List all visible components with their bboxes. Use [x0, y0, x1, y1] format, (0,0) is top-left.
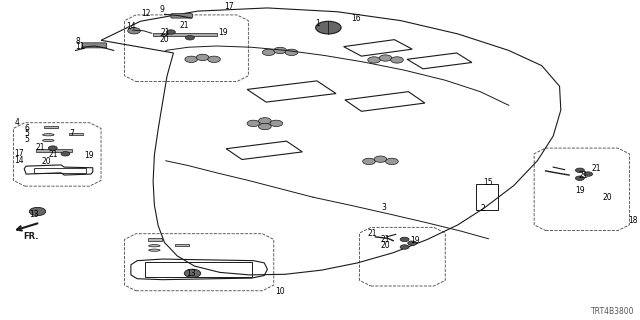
- Circle shape: [368, 57, 380, 63]
- Ellipse shape: [43, 134, 54, 136]
- Text: 19: 19: [84, 151, 94, 160]
- Text: 19: 19: [410, 236, 420, 245]
- Text: 5: 5: [25, 135, 29, 144]
- Circle shape: [259, 123, 271, 130]
- Circle shape: [186, 36, 195, 40]
- Circle shape: [385, 158, 398, 164]
- Text: 20: 20: [603, 193, 612, 202]
- Text: 21: 21: [368, 228, 377, 237]
- Text: 15: 15: [483, 178, 493, 187]
- Circle shape: [316, 21, 341, 34]
- Circle shape: [166, 30, 175, 34]
- Circle shape: [29, 207, 46, 216]
- Text: 14: 14: [127, 22, 136, 31]
- Text: 12: 12: [141, 9, 151, 18]
- Circle shape: [61, 152, 70, 156]
- Text: 17: 17: [15, 149, 24, 158]
- Text: 21: 21: [380, 235, 390, 244]
- Circle shape: [400, 245, 409, 249]
- Ellipse shape: [148, 244, 160, 247]
- Text: 17: 17: [224, 2, 234, 11]
- Text: TRT4B3800: TRT4B3800: [591, 307, 634, 316]
- Circle shape: [247, 120, 260, 126]
- FancyBboxPatch shape: [171, 14, 193, 18]
- Circle shape: [196, 54, 209, 60]
- Circle shape: [128, 28, 140, 34]
- Text: 19: 19: [218, 28, 227, 37]
- Bar: [476, 184, 498, 210]
- Bar: [145, 261, 252, 277]
- Circle shape: [379, 55, 392, 61]
- Bar: [34, 168, 86, 173]
- Text: 20: 20: [159, 35, 169, 44]
- Circle shape: [262, 49, 275, 55]
- Text: 21: 21: [36, 143, 45, 152]
- FancyBboxPatch shape: [82, 43, 107, 48]
- Bar: [44, 126, 58, 128]
- Text: 20: 20: [380, 241, 390, 250]
- Text: FR.: FR.: [24, 232, 39, 241]
- Circle shape: [408, 241, 417, 245]
- Text: 10: 10: [275, 287, 285, 296]
- Circle shape: [49, 146, 57, 150]
- Circle shape: [584, 172, 593, 176]
- Text: 16: 16: [351, 14, 361, 23]
- Text: 4: 4: [15, 117, 20, 127]
- Circle shape: [575, 176, 584, 180]
- Circle shape: [400, 237, 409, 242]
- Text: 13: 13: [29, 210, 39, 219]
- Text: 21: 21: [49, 150, 58, 159]
- Text: 21: 21: [161, 28, 170, 37]
- Circle shape: [374, 156, 387, 162]
- Text: 6: 6: [25, 124, 29, 133]
- Circle shape: [390, 57, 403, 63]
- Text: 9: 9: [159, 5, 164, 14]
- Text: 1: 1: [315, 19, 320, 28]
- Text: 19: 19: [575, 186, 585, 196]
- Text: 8: 8: [76, 37, 81, 46]
- Text: 21: 21: [591, 164, 601, 173]
- Circle shape: [185, 56, 198, 62]
- Ellipse shape: [148, 249, 160, 251]
- Circle shape: [184, 269, 201, 277]
- Text: 13: 13: [186, 269, 196, 278]
- Text: 3: 3: [381, 203, 387, 212]
- Bar: [153, 33, 216, 36]
- Text: 5: 5: [25, 129, 29, 138]
- Text: 18: 18: [628, 216, 637, 225]
- Circle shape: [363, 158, 376, 164]
- Circle shape: [274, 47, 287, 54]
- Circle shape: [285, 49, 298, 55]
- Bar: [36, 149, 72, 152]
- Ellipse shape: [43, 140, 54, 141]
- Bar: [175, 244, 189, 246]
- Text: 7: 7: [69, 129, 74, 138]
- Bar: [69, 132, 83, 135]
- Text: 14: 14: [15, 156, 24, 165]
- Bar: [148, 238, 162, 241]
- Circle shape: [208, 56, 220, 62]
- Circle shape: [270, 120, 283, 126]
- Text: 21: 21: [180, 20, 189, 29]
- Circle shape: [259, 118, 271, 124]
- Text: 20: 20: [42, 157, 52, 166]
- Text: 2: 2: [480, 204, 485, 213]
- Circle shape: [575, 168, 584, 172]
- Text: 21: 21: [579, 171, 588, 180]
- Text: 11: 11: [76, 42, 85, 51]
